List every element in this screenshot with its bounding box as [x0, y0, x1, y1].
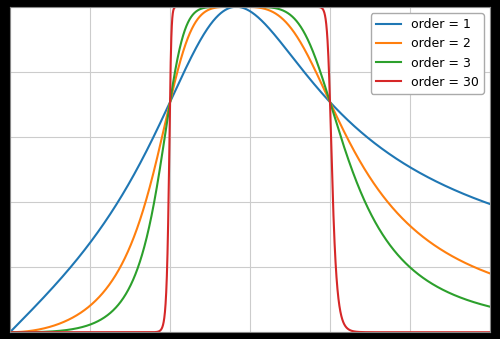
order = 3	[212, 5, 218, 9]
order = 3	[478, 302, 484, 306]
order = 1	[212, 17, 218, 21]
order = 3	[426, 280, 432, 284]
order = 2	[62, 319, 68, 323]
Line: order = 30: order = 30	[10, 7, 490, 332]
order = 30	[62, 330, 68, 334]
order = 2	[426, 239, 432, 243]
Line: order = 3: order = 3	[10, 7, 490, 332]
order = 1	[478, 199, 484, 203]
order = 2	[487, 272, 493, 276]
order = 30	[7, 330, 13, 334]
order = 2	[191, 23, 197, 27]
order = 3	[233, 5, 239, 9]
order = 3	[62, 328, 68, 332]
order = 30	[426, 330, 432, 334]
order = 3	[90, 321, 96, 325]
order = 2	[212, 6, 218, 10]
order = 1	[62, 272, 68, 276]
order = 2	[478, 268, 484, 272]
order = 3	[191, 11, 197, 15]
order = 1	[90, 236, 96, 240]
order = 1	[487, 202, 493, 206]
order = 2	[90, 301, 96, 305]
Line: order = 1: order = 1	[10, 7, 490, 332]
Legend: order = 1, order = 2, order = 3, order = 30: order = 1, order = 2, order = 3, order =…	[371, 13, 484, 94]
order = 30	[212, 5, 218, 9]
order = 30	[90, 330, 96, 334]
order = 30	[478, 330, 484, 334]
order = 1	[191, 50, 197, 54]
Line: order = 2: order = 2	[10, 7, 490, 332]
order = 30	[191, 5, 197, 9]
order = 30	[194, 5, 200, 9]
order = 2	[7, 330, 13, 334]
order = 30	[487, 330, 493, 334]
order = 2	[234, 5, 239, 9]
order = 1	[426, 176, 432, 180]
order = 3	[7, 330, 13, 334]
order = 1	[7, 330, 13, 334]
order = 3	[487, 305, 493, 309]
order = 1	[234, 5, 239, 9]
